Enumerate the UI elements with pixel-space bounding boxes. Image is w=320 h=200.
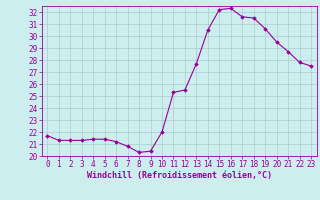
- X-axis label: Windchill (Refroidissement éolien,°C): Windchill (Refroidissement éolien,°C): [87, 171, 272, 180]
